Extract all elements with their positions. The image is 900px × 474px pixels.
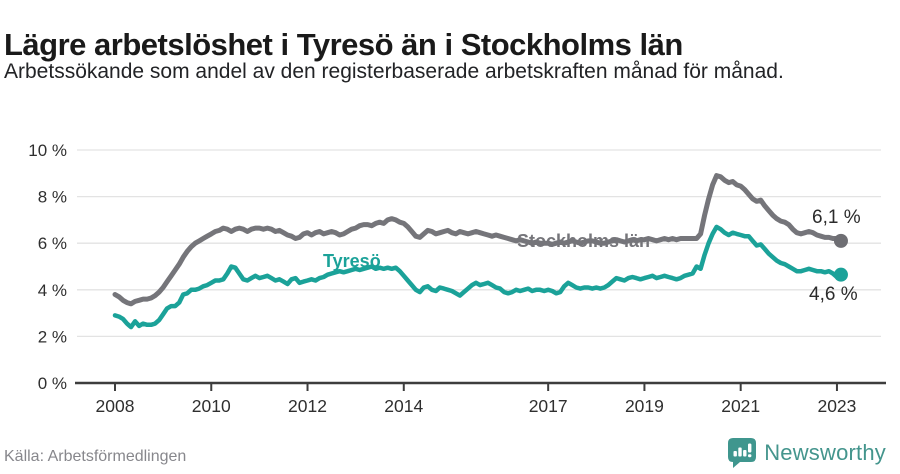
y-axis-label: 4 % — [38, 281, 67, 300]
x-axis-label: 2014 — [384, 396, 423, 416]
page-subtitle: Arbetssökande som andel av den registerb… — [4, 60, 784, 83]
newsworthy-logo-icon — [728, 438, 757, 468]
y-axis-label: 10 % — [28, 141, 67, 160]
x-axis-label: 2021 — [721, 396, 760, 416]
series-label-tyreso: Tyresö — [323, 251, 381, 271]
x-axis-label: 2023 — [817, 396, 856, 416]
series-end-dot-stockholms-lan — [833, 233, 848, 248]
x-axis-label: 2010 — [192, 396, 231, 416]
end-value-tyreso: 4,6 % — [809, 284, 858, 305]
end-value-stockholms-lan: 6,1 % — [812, 207, 861, 228]
x-axis-label: 2008 — [96, 396, 135, 416]
y-axis-label: 2 % — [38, 327, 67, 346]
y-axis-label: 0 % — [38, 374, 67, 393]
source-text: Källa: Arbetsförmedlingen — [4, 448, 187, 465]
series-end-dot-tyreso — [833, 267, 848, 282]
x-axis-label: 2017 — [529, 396, 568, 416]
y-axis-label: 6 % — [38, 234, 67, 253]
series-label-stockholms-lan: Stockholms län — [517, 231, 651, 251]
series-line-stockholms-lan — [112, 173, 844, 307]
series-line-tyreso — [112, 224, 844, 330]
x-axis-label: 2019 — [625, 396, 664, 416]
y-axis-label: 8 % — [38, 188, 67, 207]
x-axis-label: 2012 — [288, 396, 327, 416]
newsworthy-logo: Newsworthy — [727, 437, 886, 469]
page-title: Lägre arbetslöshet i Tyresö än i Stockho… — [4, 26, 683, 62]
newsworthy-logo-text: Newsworthy — [764, 440, 886, 465]
